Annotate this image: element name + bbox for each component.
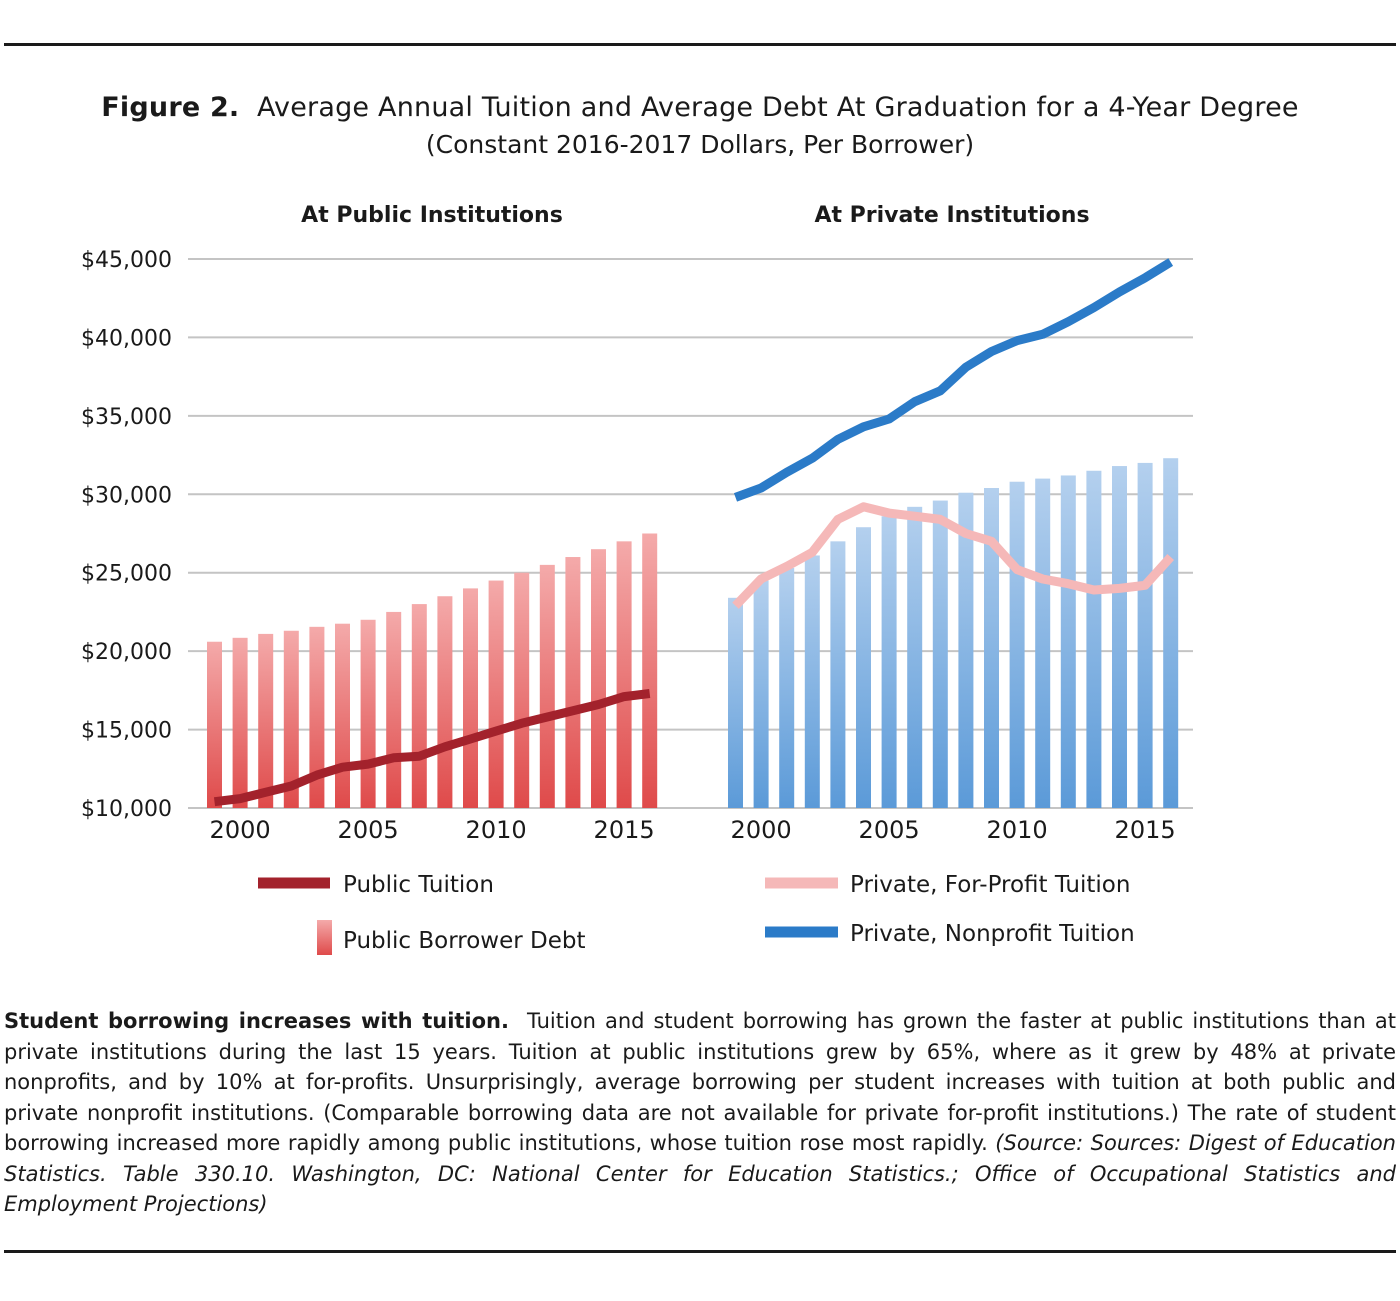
x-tick-label: 2000 <box>210 816 271 844</box>
nonprofit-tuition-line <box>733 258 1174 502</box>
private-debt-bar <box>779 568 795 808</box>
public-debt-bars <box>207 533 658 808</box>
private-debt-bar <box>1060 475 1076 808</box>
legend: Public Tuition Public Borrower Debt Priv… <box>258 872 1135 955</box>
panel-title-public: At Public Institutions <box>301 203 563 228</box>
caption-body: Tuition and student borrowing has grown … <box>4 1009 1396 1155</box>
x-tick-label: 2000 <box>731 816 792 844</box>
public-debt-bar <box>309 626 325 808</box>
y-tick-label: $25,000 <box>81 562 172 587</box>
private-debt-bar <box>907 506 923 808</box>
y-tick-label: $15,000 <box>81 719 172 744</box>
public-debt-bar <box>335 623 350 808</box>
x-tick-label: 2015 <box>1115 816 1176 844</box>
private-debt-bar <box>881 516 897 808</box>
private-debt-bar <box>958 492 974 808</box>
y-tick-label: $20,000 <box>81 640 172 665</box>
public-debt-bar <box>463 588 478 808</box>
y-tick-label: $30,000 <box>81 483 172 508</box>
y-tick-label: $45,000 <box>81 248 172 273</box>
public-debt-bar <box>232 637 248 808</box>
public-debt-bar <box>514 572 530 808</box>
caption-lead: Student borrowing increases with tuition… <box>4 1009 509 1033</box>
public-tuition-line <box>213 689 651 807</box>
private-debt-bars <box>728 458 1179 808</box>
private-debt-bar <box>856 527 871 808</box>
y-tick-label: $40,000 <box>81 326 172 351</box>
public-debt-bar <box>283 630 299 808</box>
private-debt-bar <box>804 555 820 808</box>
public-debt-bar <box>411 604 427 808</box>
private-debt-bar <box>1009 481 1025 808</box>
figure-label: Figure 2. <box>101 92 240 123</box>
figure-subtitle: (Constant 2016-2017 Dollars, Per Borrowe… <box>425 130 975 159</box>
x-tick-label: 2005 <box>859 816 920 844</box>
tuition-lines <box>213 258 1175 807</box>
private-debt-bar <box>1112 466 1127 808</box>
public-debt-bar <box>488 580 504 808</box>
panel-title-private: At Private Institutions <box>814 203 1089 228</box>
legend-label-public-debt: Public Borrower Debt <box>343 928 586 954</box>
private-debt-bar <box>1163 458 1179 808</box>
legend-label-forprofit: Private, For-Profit Tuition <box>850 872 1130 898</box>
y-tick-label: $10,000 <box>81 797 172 822</box>
private-debt-bar <box>753 580 769 808</box>
gridlines <box>188 258 1193 809</box>
public-debt-bar <box>591 549 606 808</box>
public-debt-bar <box>207 641 222 808</box>
public-debt-bar <box>565 557 581 808</box>
legend-swatch-public-debt <box>317 920 332 955</box>
private-debt-bar <box>932 500 948 808</box>
legend-label-public-tuition: Public Tuition <box>343 872 494 898</box>
public-debt-bar <box>616 541 632 808</box>
private-debt-bar <box>1137 462 1153 808</box>
caption-source: (Source: Sources: Digest of Education St… <box>4 1131 1396 1216</box>
x-tick-label: 2010 <box>466 816 527 844</box>
public-debt-bar <box>360 619 376 808</box>
public-debt-bar <box>386 611 402 808</box>
y-axis: $10,000 $15,000 $20,000 $25,000 $30,000 $35,0… <box>81 248 172 822</box>
private-debt-bar <box>1035 478 1051 808</box>
public-debt-bar <box>437 596 453 808</box>
private-debt-bar <box>728 597 743 808</box>
public-debt-bar <box>642 533 658 808</box>
top-rule <box>4 43 1396 46</box>
private-debt-bar <box>1086 470 1102 808</box>
public-debt-bar <box>258 633 274 808</box>
figure-title-text: Average Annual Tuition and Average Debt … <box>256 92 1299 123</box>
y-tick-label: $35,000 <box>81 405 172 430</box>
forprofit-tuition-line <box>732 502 1175 609</box>
figure-title: Figure 2. Average Annual Tuition and Ave… <box>0 92 1400 123</box>
legend-label-nonprofit: Private, Nonprofit Tuition <box>850 921 1135 947</box>
public-debt-bar <box>539 564 555 808</box>
x-tick-label: 2015 <box>594 816 655 844</box>
x-tick-label: 2005 <box>338 816 399 844</box>
x-tick-label: 2010 <box>987 816 1048 844</box>
x-axis: 2000 2005 2010 2015 2000 2005 2010 2015 <box>210 816 1176 844</box>
caption: Student borrowing increases with tuition… <box>4 1006 1396 1220</box>
bottom-rule <box>4 1250 1396 1253</box>
chart-area: $10,000 $15,000 $20,000 $25,000 $30,000 $35,0… <box>81 203 1193 955</box>
private-debt-bar <box>984 488 999 808</box>
private-debt-bar <box>830 541 846 808</box>
